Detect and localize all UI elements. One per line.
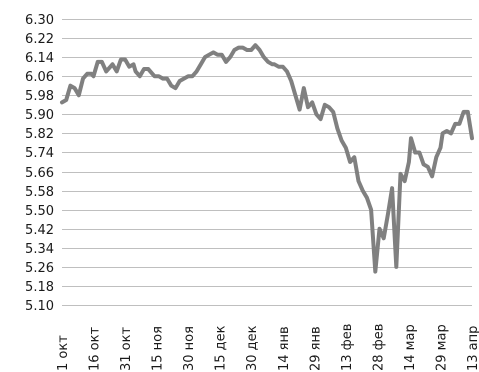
y-tick-label: 5.58 bbox=[25, 185, 54, 200]
y-tick-label: 5.26 bbox=[25, 261, 54, 276]
series-line-0 bbox=[60, 43, 474, 274]
x-tick-label: 29 янв bbox=[308, 326, 323, 371]
y-tick-label: 5.18 bbox=[25, 280, 54, 295]
y-axis-tick-labels: 6.30 6.22 6.14 6.06 5.98 5.90 5.82 5.74 5.66 5.58… bbox=[25, 13, 54, 314]
y-tick-label: 6.14 bbox=[25, 51, 54, 66]
x-tick-label: 31 окт bbox=[119, 327, 134, 371]
y-tick-label: 5.74 bbox=[25, 146, 54, 161]
series-layer bbox=[60, 43, 474, 274]
x-tick-label: 13 фев bbox=[340, 324, 355, 371]
x-tick-label: 28 фев bbox=[371, 324, 386, 371]
x-tick-label: 16 окт bbox=[88, 327, 103, 371]
y-tick-label: 5.98 bbox=[25, 89, 54, 104]
x-tick-label: 1 окт bbox=[56, 335, 71, 371]
x-axis-tick-labels: 1 окт 16 окт 31 окт 15 ноя 30 ноя 15 дек 30 де… bbox=[56, 324, 479, 371]
y-tick-label: 5.50 bbox=[25, 204, 54, 219]
x-tick-label: 30 дек bbox=[245, 325, 260, 371]
y-tick-label: 5.90 bbox=[25, 108, 54, 123]
x-tick-label: 14 янв bbox=[277, 326, 292, 371]
y-tick-label: 5.10 bbox=[25, 299, 54, 314]
y-tick-label: 5.42 bbox=[25, 223, 54, 238]
y-tick-label: 5.82 bbox=[25, 127, 54, 142]
x-tick-label: 15 дек bbox=[214, 325, 229, 371]
y-tick-label: 6.06 bbox=[25, 70, 54, 85]
x-tick-label: 13 апр bbox=[466, 326, 479, 371]
x-tick-label: 29 мар bbox=[434, 324, 449, 371]
y-tick-label: 5.66 bbox=[25, 166, 54, 181]
x-tick-label: 30 ноя bbox=[182, 326, 197, 371]
x-tick-label: 14 мар bbox=[403, 324, 418, 371]
y-tick-label: 5.34 bbox=[25, 242, 54, 257]
gridlines bbox=[62, 19, 472, 306]
x-tick-label: 15 ноя bbox=[151, 326, 166, 371]
y-tick-label: 6.22 bbox=[25, 32, 54, 47]
y-tick-label: 6.30 bbox=[25, 13, 54, 28]
